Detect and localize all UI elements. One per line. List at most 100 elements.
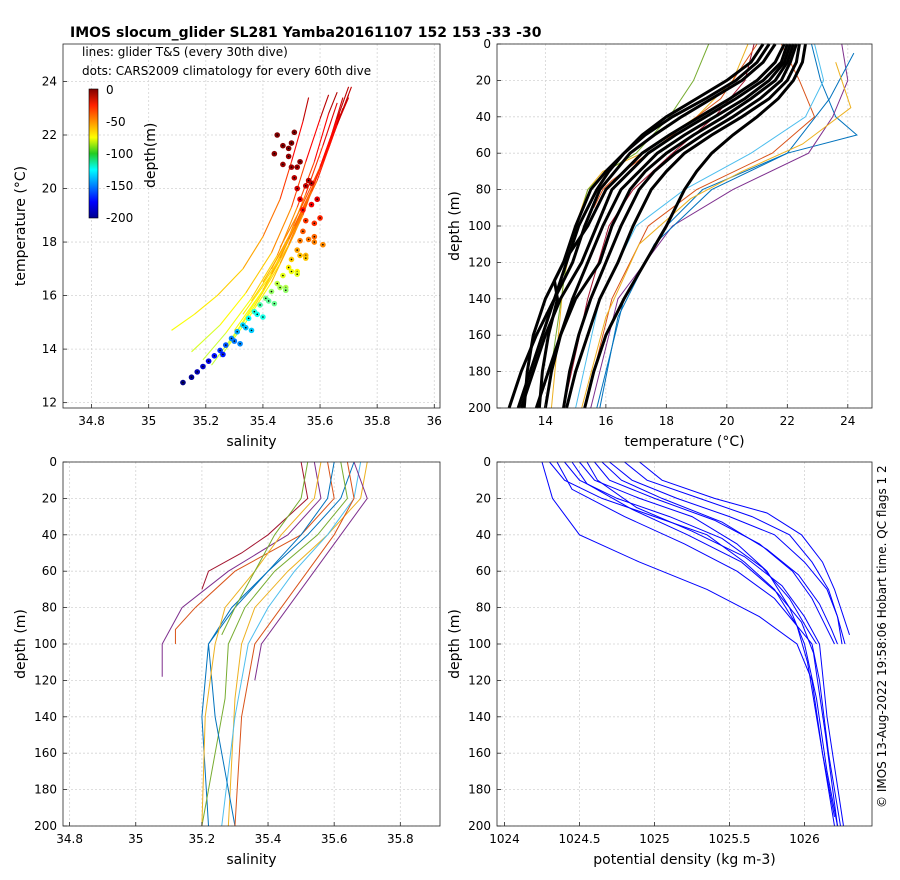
- climatology-dot-center: [250, 329, 253, 332]
- y-tick-label: 0: [49, 455, 57, 469]
- y-tick-label: 40: [476, 528, 491, 542]
- salinity-profile: [254, 461, 368, 681]
- climatology-dot-center: [264, 297, 267, 300]
- x-tick-label: 1024: [489, 832, 520, 846]
- x-tick-label: 1026: [789, 832, 820, 846]
- ts-line-segment: [279, 215, 304, 264]
- climatology-dot-center: [290, 142, 293, 144]
- ts-line-segment: [262, 244, 290, 291]
- x-axis-label: temperature (°C): [624, 434, 744, 450]
- colorbar-label: depth(m): [143, 123, 159, 188]
- salinity-profile: [221, 461, 309, 636]
- climatology-dot-center: [247, 317, 250, 320]
- climatology-dot-center: [276, 134, 279, 136]
- ts-line-segment: [194, 295, 218, 315]
- temperature-profile: [581, 62, 852, 409]
- y-axis-label: depth (m): [447, 609, 463, 679]
- y-tick-label: 0: [483, 37, 491, 51]
- y-axis-label: depth (m): [447, 191, 463, 261]
- x-tick-label: 20: [719, 414, 734, 428]
- y-tick-label: 22: [42, 128, 57, 142]
- salinity-profile: [201, 461, 322, 827]
- x-tick-label: 1025.5: [709, 832, 751, 846]
- ts-line-segment: [251, 255, 278, 299]
- climatology-dot-center: [296, 187, 298, 190]
- depth-salinity-axes: 34.8 35 35.2 35.4 35.6 35.8 0 20 40 60 80 100 120 140…: [13, 455, 441, 868]
- climatology-dot-center: [304, 219, 307, 222]
- ts-line-segment: [290, 161, 307, 208]
- climatology-dot-center: [316, 198, 318, 201]
- y-tick-label: 120: [468, 255, 491, 269]
- ts-line-segment: [171, 313, 195, 331]
- y-tick-label: 40: [476, 110, 491, 124]
- climatology-dot-center: [230, 337, 233, 340]
- climatology-dot-center: [267, 300, 270, 302]
- salinity-profile: [174, 461, 335, 644]
- salinity-profile: [221, 461, 362, 827]
- x-tick-label: 1024.5: [559, 832, 601, 846]
- density-profile: [549, 461, 841, 827]
- colorbar-tick: -100: [106, 147, 133, 161]
- ts-line-segment: [225, 297, 252, 334]
- x-tick-label: 36: [427, 414, 442, 428]
- x-tick-label: 35.6: [307, 414, 334, 428]
- x-tick-label: 35.6: [321, 832, 348, 846]
- climatology-dot-center: [284, 289, 287, 292]
- climatology-dot-center: [322, 243, 324, 246]
- y-tick-label: 12: [42, 396, 57, 410]
- density-profile: [594, 461, 835, 645]
- ts-line-segment: [271, 225, 295, 270]
- climatology-dot-center: [242, 324, 244, 326]
- plot-area: [63, 44, 440, 408]
- climatology-dot-center: [276, 282, 279, 285]
- climatology-profile: [565, 43, 801, 409]
- climatology-dot-center: [207, 360, 210, 362]
- colorbar-tick: -50: [106, 115, 126, 129]
- ts-line-segment: [251, 257, 281, 302]
- x-tick-label: 35.2: [189, 832, 216, 846]
- y-tick-label: 80: [476, 601, 491, 615]
- climatology-dot-center: [279, 286, 281, 289]
- density-profile: [579, 461, 838, 827]
- climatology-dot-center: [222, 353, 224, 356]
- x-axis-label: salinity: [226, 852, 276, 868]
- colorbar-tick: 0: [106, 83, 114, 97]
- climatology-dot-center: [262, 316, 264, 318]
- climatology-dot-center: [253, 310, 256, 313]
- climatology-dot-center: [282, 144, 284, 147]
- density-profile: [571, 461, 838, 827]
- climatology-dot-center: [256, 313, 259, 316]
- y-tick-label: 140: [468, 292, 491, 306]
- x-tick-label: 35.2: [192, 414, 219, 428]
- ts-line-segment: [305, 145, 324, 195]
- x-axis-label: salinity: [226, 434, 276, 450]
- y-tick-label: 40: [42, 528, 57, 542]
- climatology-dot-center: [310, 182, 313, 184]
- ts-line-segment: [319, 94, 330, 120]
- ts-line-segment: [302, 97, 310, 122]
- x-axis-label: potential density (kg m-3): [593, 852, 775, 868]
- climatology-dot-center: [236, 330, 239, 333]
- climatology-dot-center: [307, 238, 310, 241]
- climatology-profile: [507, 43, 765, 409]
- temperature-profile: [593, 43, 758, 209]
- climatology-profile: [543, 43, 792, 409]
- climatology-dot-center: [270, 290, 273, 293]
- colorbar: 0 -50 -100 -150 -200 depth(m): [88, 83, 159, 225]
- x-tick-label: 1025: [639, 832, 670, 846]
- density-profile: [601, 461, 838, 645]
- y-tick-label: 120: [468, 673, 491, 687]
- x-tick-label: 22: [780, 414, 795, 428]
- ts-line-segment: [279, 209, 301, 248]
- salinity-profile: [161, 461, 322, 677]
- x-tick-label: 35.4: [250, 414, 277, 428]
- figure-title: IMOS slocum_glider SL281 Yamba20161107 1…: [70, 25, 542, 41]
- ts-line-segment: [288, 190, 312, 240]
- ts-line-segment: [319, 124, 338, 168]
- climatology-dot-center: [313, 222, 316, 225]
- y-tick-label: 20: [42, 491, 57, 505]
- climatology-dot-center: [213, 355, 216, 357]
- climatology-dot-center: [233, 340, 236, 342]
- y-tick-label: 160: [468, 746, 491, 760]
- climatology-dot-center: [282, 274, 284, 277]
